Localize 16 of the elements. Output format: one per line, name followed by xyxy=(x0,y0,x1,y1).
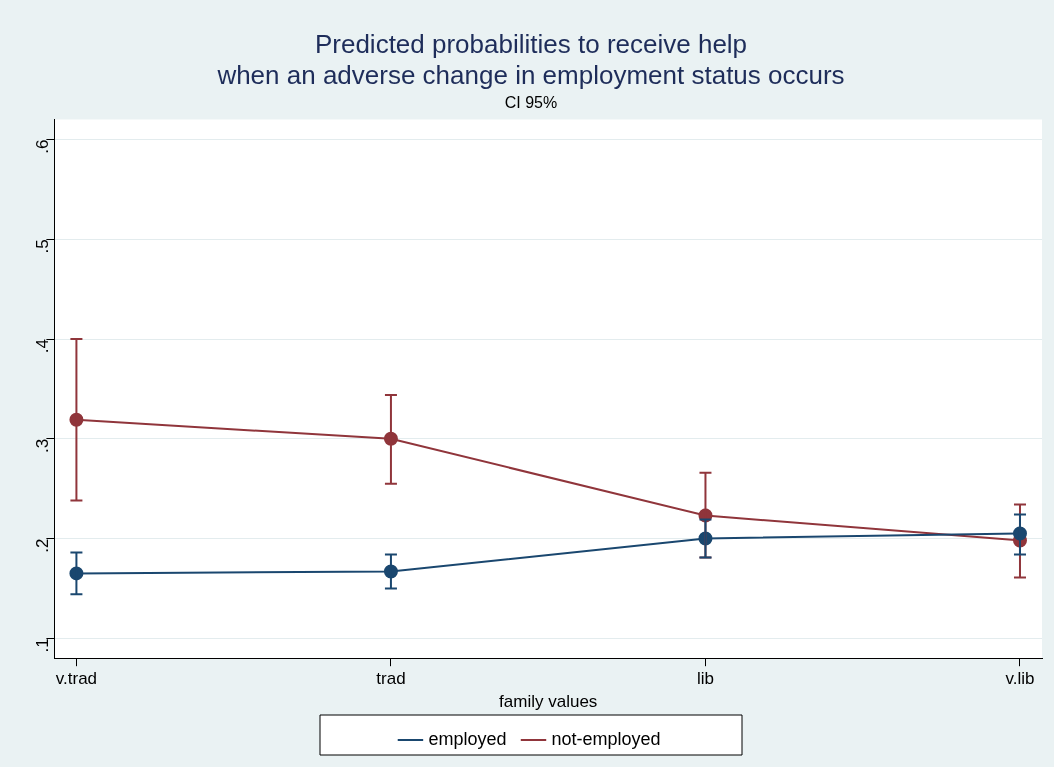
legend-label: employed xyxy=(428,728,507,749)
x-tick-label: trad xyxy=(376,669,406,689)
y-tick-label: .2 xyxy=(33,538,53,553)
y-tick-label: .3 xyxy=(33,438,53,453)
y-tick-label: .1 xyxy=(33,638,53,653)
x-tick-label: lib xyxy=(696,669,714,689)
y-tick-label: .5 xyxy=(33,239,53,254)
y-tick-label: .4 xyxy=(33,339,53,354)
chart-subtitle: CI 95% xyxy=(504,94,558,112)
y-tick-label: .6 xyxy=(33,139,53,154)
x-tick-label: v.trad xyxy=(55,669,98,689)
text: Predicted probabilities to receive help xyxy=(314,28,748,59)
legend-label: not-employed xyxy=(551,728,661,749)
x-tick-label: v.lib xyxy=(1005,669,1035,689)
text: when an adverse change in employment status occurs xyxy=(217,59,845,90)
x-axis-title: family values xyxy=(499,692,598,712)
